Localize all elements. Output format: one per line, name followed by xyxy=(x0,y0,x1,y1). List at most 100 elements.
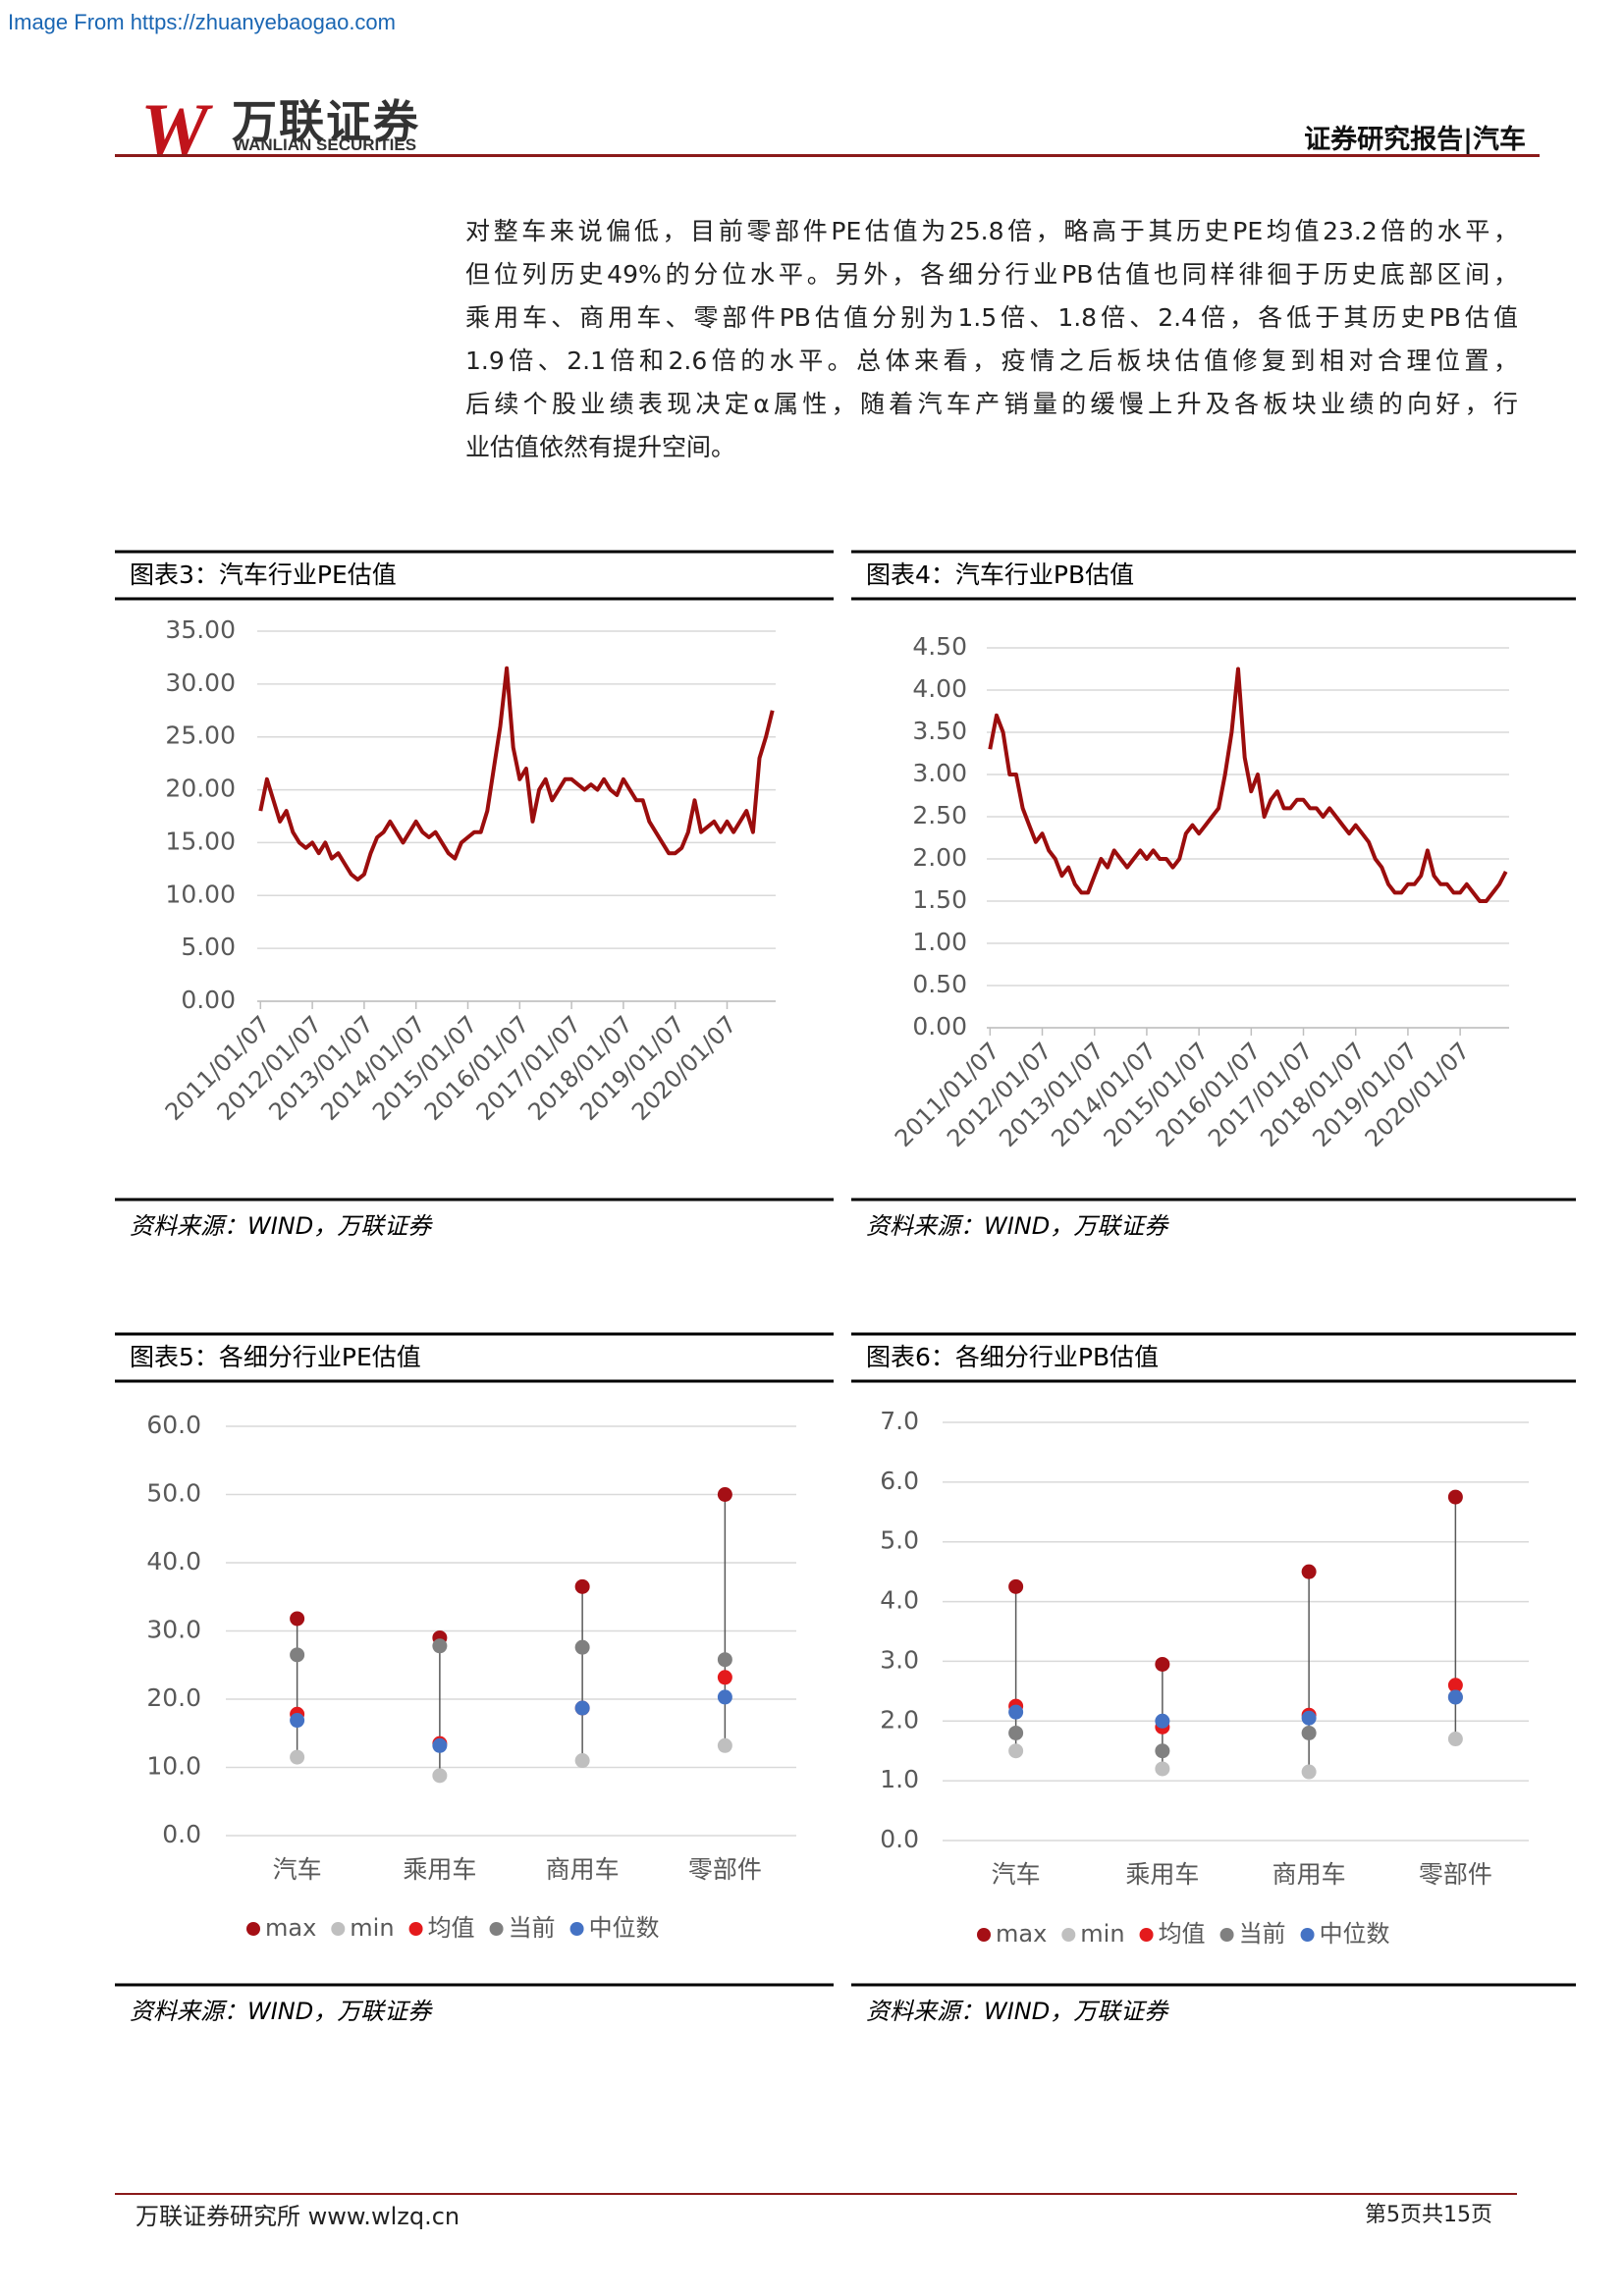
legend-label: min xyxy=(1080,1920,1124,1948)
text-line: 后续个股业绩表现决定α属性，随着汽车产销量的缓慢上升及各板块业绩的向好，行 xyxy=(465,390,1518,418)
dot xyxy=(1301,1725,1317,1740)
legend-label: 当前 xyxy=(509,1914,556,1942)
y-tick-label: 0.50 xyxy=(912,970,967,998)
logo-mark: W xyxy=(140,87,208,173)
legend-label: min xyxy=(350,1914,394,1942)
dot xyxy=(1155,1656,1170,1672)
legend-swatch xyxy=(1139,1928,1154,1942)
y-tick-label: 4.50 xyxy=(912,632,967,661)
y-tick-label: 40.0 xyxy=(146,1547,201,1575)
y-tick-label: 20.0 xyxy=(146,1683,201,1712)
dot xyxy=(290,1713,305,1729)
paragraph: 对整车来说偏低，目前零部件PE估值为25.8倍，略高于其历史PE均值23.2倍的… xyxy=(465,210,1518,469)
dot xyxy=(1447,1689,1463,1705)
dot xyxy=(432,1638,448,1654)
category-label: 商用车 xyxy=(1272,1860,1346,1889)
y-tick-label: 50.0 xyxy=(146,1479,201,1508)
dot xyxy=(1155,1713,1170,1729)
figure-source: 资料来源：WIND，万联证券 xyxy=(866,1212,1169,1240)
dot xyxy=(574,1578,590,1594)
y-tick-label: 0.0 xyxy=(880,1825,919,1853)
y-tick-label: 10.00 xyxy=(165,880,236,908)
category-label: 乘用车 xyxy=(403,1855,476,1884)
y-tick-label: 30.00 xyxy=(165,668,236,697)
dot xyxy=(1447,1732,1463,1747)
y-tick-label: 1.00 xyxy=(912,928,967,956)
dot xyxy=(574,1753,590,1769)
figure-title: 图表3：汽车行业PE估值 xyxy=(130,561,397,589)
legend-label: 中位数 xyxy=(1320,1920,1390,1948)
footer-left: 万联证券研究所 www.wlzq.cn xyxy=(135,2203,460,2230)
dot xyxy=(1447,1489,1463,1505)
dot xyxy=(1008,1578,1024,1594)
legend-swatch xyxy=(1219,1928,1234,1942)
dot xyxy=(717,1689,732,1705)
dot xyxy=(1008,1704,1024,1720)
y-tick-label: 0.00 xyxy=(181,986,236,1014)
dot xyxy=(1447,1678,1463,1693)
legend-swatch xyxy=(977,1928,991,1942)
dot xyxy=(574,1639,590,1655)
text-line: 对整车来说偏低，目前零部件PE估值为25.8倍，略高于其历史PE均值23.2倍的… xyxy=(465,217,1518,245)
text-line: 乘用车、商用车、零部件PB估值分别为1.5倍、1.8倍、2.4倍，各低于其历史P… xyxy=(465,303,1518,332)
legend-swatch xyxy=(246,1922,260,1936)
dot xyxy=(432,1737,448,1753)
y-tick-label: 7.0 xyxy=(880,1407,919,1435)
y-tick-label: 20.00 xyxy=(165,774,236,803)
y-tick-label: 1.0 xyxy=(880,1765,919,1793)
figure-source: 资料来源：WIND，万联证券 xyxy=(130,1998,433,2025)
figure-title: 图表6：各细分行业PB估值 xyxy=(866,1343,1159,1371)
y-tick-label: 2.00 xyxy=(912,843,967,872)
header-rule xyxy=(115,154,1540,157)
legend-swatch xyxy=(1061,1928,1076,1942)
footer-rule xyxy=(115,2193,1517,2195)
y-tick-label: 4.00 xyxy=(912,674,967,703)
y-tick-label: 6.0 xyxy=(880,1467,919,1495)
legend-swatch xyxy=(1300,1928,1315,1942)
category-label: 商用车 xyxy=(546,1855,620,1884)
legend-label: 均值 xyxy=(1159,1920,1206,1948)
legend-swatch xyxy=(408,1922,423,1936)
y-tick-label: 1.50 xyxy=(912,885,967,914)
text-line: 但位列历史49%的分位水平。另外，各细分行业PB估值也同样徘徊于历史底部区间， xyxy=(465,260,1518,289)
legend-label: 中位数 xyxy=(589,1914,660,1942)
dot xyxy=(717,1652,732,1668)
dot xyxy=(1301,1564,1317,1579)
legend-swatch xyxy=(489,1922,504,1936)
dot xyxy=(717,1670,732,1685)
y-tick-label: 0.00 xyxy=(912,1012,967,1041)
y-tick-label: 5.0 xyxy=(880,1526,919,1555)
text-line: 1.9倍、2.1倍和2.6倍的水平。总体来看，疫情之后板块估值修复到相对合理位置… xyxy=(465,347,1518,375)
text-line: 业估值依然有提升空间。 xyxy=(465,433,736,461)
y-tick-label: 10.0 xyxy=(146,1752,201,1781)
page-number: 第5页共15页 xyxy=(1365,2203,1492,2227)
dot xyxy=(432,1768,448,1784)
y-tick-label: 5.00 xyxy=(181,933,236,961)
y-tick-label: 3.0 xyxy=(880,1645,919,1674)
logo-english: WANLIAN SECURITIES xyxy=(234,135,417,154)
y-tick-label: 35.00 xyxy=(165,615,236,644)
figure-title: 图表4：汽车行业PB估值 xyxy=(866,561,1134,589)
figure-source: 资料来源：WIND，万联证券 xyxy=(866,1998,1169,2025)
y-tick-label: 60.0 xyxy=(146,1411,201,1439)
legend-swatch xyxy=(331,1922,346,1936)
y-tick-label: 0.0 xyxy=(162,1820,201,1848)
dot xyxy=(717,1737,732,1753)
dot xyxy=(290,1611,305,1627)
y-tick-label: 30.0 xyxy=(146,1616,201,1644)
legend-label: max xyxy=(265,1914,316,1942)
y-tick-label: 2.50 xyxy=(912,801,967,829)
dot xyxy=(717,1487,732,1502)
dot xyxy=(1155,1761,1170,1777)
logo-name: 万联证券 xyxy=(232,95,420,148)
legend-label: 均值 xyxy=(428,1914,475,1942)
y-tick-label: 25.00 xyxy=(165,721,236,750)
report-type: 证券研究报告|汽车 xyxy=(1304,125,1526,155)
legend-label: max xyxy=(996,1920,1047,1948)
figure-source: 资料来源：WIND，万联证券 xyxy=(130,1212,433,1240)
dot xyxy=(1155,1743,1170,1759)
category-label: 乘用车 xyxy=(1125,1860,1199,1889)
dot xyxy=(1008,1743,1024,1759)
